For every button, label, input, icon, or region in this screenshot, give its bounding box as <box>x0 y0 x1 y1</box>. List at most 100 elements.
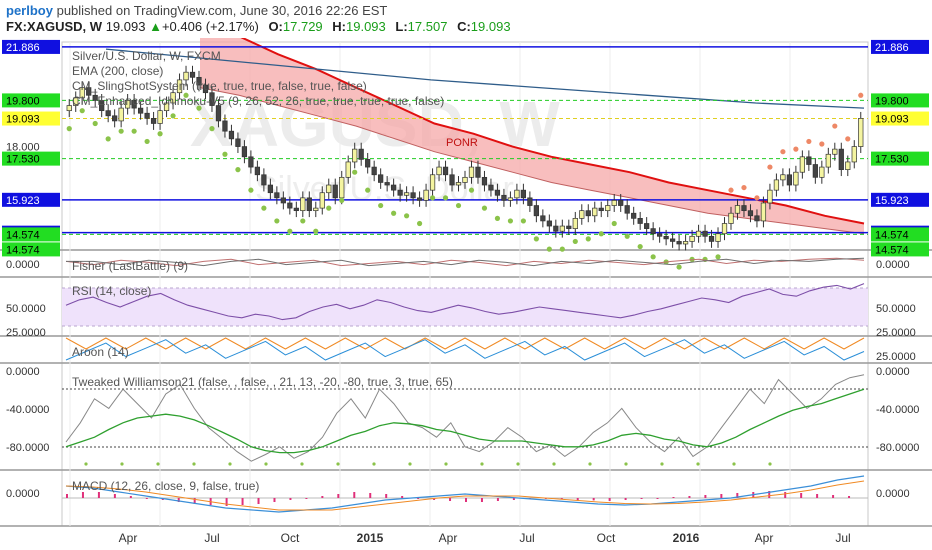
candle-body <box>832 148 838 155</box>
signal-dot <box>676 264 682 270</box>
candle-body <box>598 207 604 212</box>
macd-histogram-bar <box>81 492 84 498</box>
candle-body <box>365 159 371 168</box>
signal-dot <box>248 187 254 193</box>
signal-dot <box>352 169 358 175</box>
candle-body <box>527 197 533 206</box>
williams-oversold-dot <box>336 462 340 466</box>
macd-histogram-bar <box>688 496 691 498</box>
candle-body <box>845 161 851 170</box>
left-price-label-box <box>2 93 60 108</box>
williams-title: Tweaked Williamson21 (false, , false, , … <box>72 375 453 389</box>
candle-body <box>66 105 72 112</box>
macd-histogram-bar <box>225 498 228 506</box>
author-link[interactable]: perlboy <box>6 3 53 18</box>
signal-dot <box>481 205 488 211</box>
slingshot-label: CM_SlingShotSystem (true, true, true, fa… <box>72 79 367 93</box>
candle-body <box>99 100 105 112</box>
candle-body <box>747 210 754 217</box>
signal-dot <box>468 187 475 193</box>
fisher-title: Fisher (LastBattle) (9) <box>72 259 188 273</box>
time-axis-label: Jul <box>204 531 219 545</box>
left-price-label-box <box>2 227 60 242</box>
candle-body <box>520 189 527 199</box>
signal-dot <box>300 218 306 224</box>
candle-body <box>715 233 721 242</box>
candle-body <box>468 166 475 178</box>
signal-dot <box>339 197 345 204</box>
candle-body <box>631 212 637 219</box>
macd-histogram-bar <box>465 498 467 502</box>
signal-dot <box>222 151 228 157</box>
right-price-label-box <box>871 242 929 257</box>
signal-dot <box>196 105 202 111</box>
aroon-lines <box>65 337 865 361</box>
rsi-right-tick-50: 50.0000 <box>876 303 916 315</box>
williams-oversold-dot <box>660 462 664 466</box>
candle-body <box>533 205 539 217</box>
right-price-label-box <box>871 192 929 207</box>
signal-dot <box>144 138 150 145</box>
williams-left-tick-40: -40.0000 <box>6 404 49 416</box>
macd-histogram-bar <box>289 498 292 500</box>
candle-body <box>540 215 546 222</box>
left-price-label-text: 17.530 <box>6 154 40 166</box>
left-price-label-text: 18.000 <box>6 142 40 154</box>
candle-body <box>767 189 773 204</box>
candle-body <box>306 197 312 212</box>
macd-title: MACD (12, 26, close, 9, false, true) <box>72 479 259 493</box>
left-price-label-box <box>2 242 60 257</box>
signal-dot <box>131 128 137 134</box>
macd-histogram-bar <box>353 492 356 498</box>
candle-body <box>410 192 416 199</box>
candle-body <box>669 238 676 242</box>
candle-body <box>267 184 273 194</box>
candle-body <box>378 174 384 183</box>
ichimoku-label: CM_Enhanced_Ichimoku-V5 (9, 26, 52, 26, … <box>72 94 444 108</box>
candle-body <box>760 202 767 222</box>
candle-body <box>73 97 79 106</box>
aroon-right-tick: 25.0000 <box>876 351 916 363</box>
symbol-name: FX:XAGUSD, W <box>6 19 103 34</box>
candle-body <box>144 112 150 119</box>
right-price-label-text: 17.530 <box>875 154 909 166</box>
candle-body <box>702 230 708 237</box>
price-change: +0.406 (+2.17%) <box>161 19 259 34</box>
cloud-lower-line <box>199 87 865 235</box>
last-price: 19.093 <box>105 19 146 34</box>
candle-body <box>507 197 514 201</box>
signal-dot <box>170 113 176 119</box>
candle-body <box>851 146 857 163</box>
chart-canvas[interactable]: XAGUSD, W Silver/U.S. Dollar Silver/U.S.… <box>0 38 932 550</box>
candle-body <box>501 194 507 201</box>
right-price-label-box <box>871 39 929 54</box>
signal-dot <box>157 131 163 137</box>
candle-body <box>118 107 124 122</box>
candle-body <box>780 174 786 181</box>
candle-body <box>163 102 170 112</box>
macd-histogram-bar <box>848 496 851 498</box>
macd-histogram-bar <box>193 498 196 504</box>
candle-body <box>358 148 364 160</box>
signal-dot <box>274 218 280 224</box>
macd-histogram-bar <box>496 498 499 501</box>
signal-dot <box>404 213 410 219</box>
candle-body <box>637 218 643 224</box>
rsi-title: RSI (14, close) <box>72 284 151 298</box>
high-value: 19.093 <box>346 19 386 34</box>
candle-body <box>494 189 501 196</box>
signal-dot <box>650 254 656 260</box>
candle-body <box>436 166 442 176</box>
signal-dot <box>741 184 747 191</box>
signal-dot <box>533 236 539 242</box>
signal-dot <box>754 195 760 201</box>
candle-body <box>566 225 572 229</box>
williams-oversold-dot <box>732 462 736 466</box>
time-axis-label: Oct <box>597 531 616 545</box>
right-price-label-text: 19.800 <box>875 95 909 107</box>
right-price-label-text: 14.574 <box>875 229 909 241</box>
time-axis-label: 2016 <box>673 531 700 545</box>
time-axis-label: Jul <box>519 531 534 545</box>
macd-histogram-bar <box>768 491 771 498</box>
aroon-up-line <box>65 337 865 350</box>
